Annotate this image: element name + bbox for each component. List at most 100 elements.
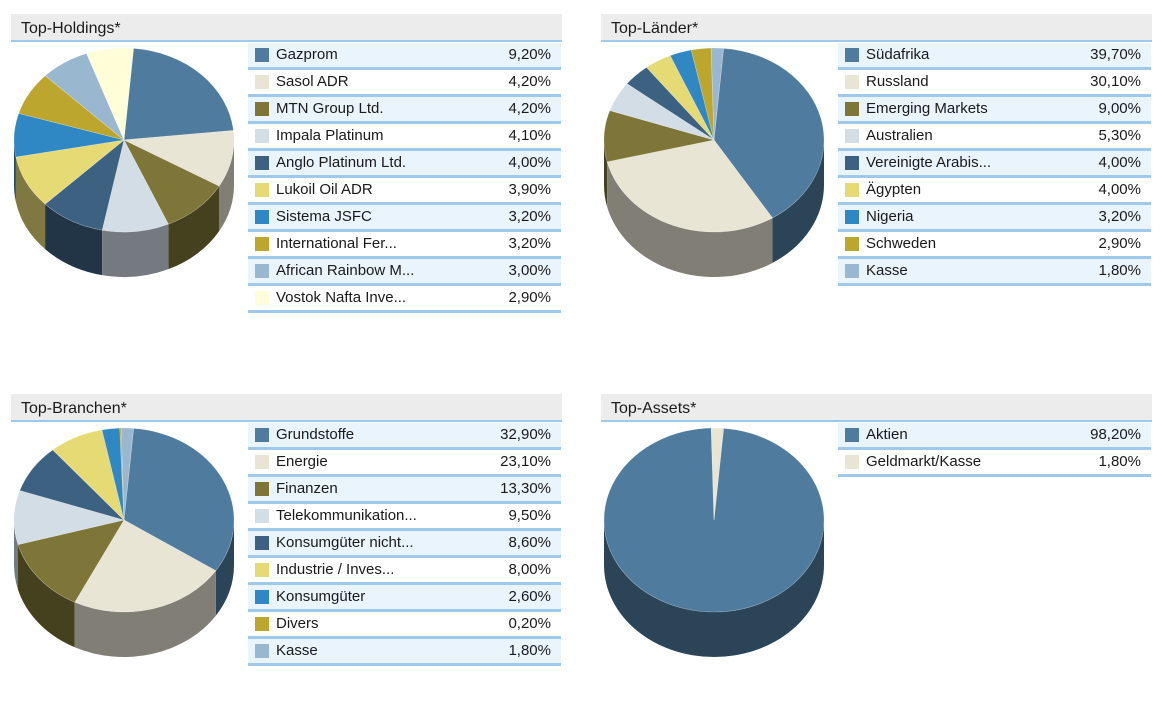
legend-row: Energie 23,10%: [248, 450, 561, 477]
legend-label: Konsumgüter: [276, 588, 366, 605]
legend-swatch: [255, 291, 269, 305]
legend-row: Vereinigte Arabis... 4,00%: [838, 151, 1151, 178]
legend-value: 98,20%: [1090, 426, 1141, 443]
panel-title: Top-Holdings*: [21, 20, 121, 37]
legend-value: 9,20%: [508, 46, 551, 63]
legend-row: Sistema JSFC 3,20%: [248, 205, 561, 232]
panel-top-laender: Top-Länder* Südafrika 39,70% Russland 30,10…: [601, 14, 1152, 314]
pie-slice: [603, 427, 825, 613]
legend-label: Vostok Nafta Inve...: [276, 289, 407, 306]
legend-label: Südafrika: [866, 46, 930, 63]
legend-label: Sistema JSFC: [276, 208, 372, 225]
pie-slice-side: [168, 186, 220, 270]
legend-label: Finanzen: [276, 480, 338, 497]
pie-slice-side: [772, 140, 824, 263]
legend-swatch: [255, 48, 269, 62]
legend-swatch: [255, 156, 269, 170]
legend-value: 0,20%: [508, 615, 551, 632]
legend-row: Konsumgüter 2,60%: [248, 585, 561, 612]
legend-value: 3,20%: [508, 208, 551, 225]
legend-label: Grundstoffe: [276, 426, 355, 443]
pie-slice: [101, 139, 169, 233]
legend-swatch: [255, 644, 269, 658]
legend-swatch: [845, 428, 859, 442]
legend-row: Geldmarkt/Kasse 1,80%: [838, 450, 1151, 477]
pie-chart-laender: [603, 47, 825, 277]
legend-assets: Aktien 98,20% Geldmarkt/Kasse 1,80%: [838, 423, 1151, 477]
legend-value: 3,00%: [508, 262, 551, 279]
legend-value: 32,90%: [500, 426, 551, 443]
pie-slice-side: [607, 161, 773, 277]
legend-value: 1,80%: [1098, 453, 1141, 470]
legend-value: 23,10%: [500, 453, 551, 470]
pie-slice-side: [45, 204, 103, 276]
legend-label: Kasse: [866, 262, 908, 279]
pie-slice: [713, 48, 825, 219]
pie-slice-side: [219, 140, 234, 232]
legend-label: Impala Platinum: [276, 127, 384, 144]
legend-value: 1,80%: [1098, 262, 1141, 279]
legend-row: Kasse 1,80%: [838, 259, 1151, 286]
pie-slice: [669, 49, 715, 141]
legend-label: Russland: [866, 73, 929, 90]
legend-swatch: [255, 590, 269, 604]
legend-row: Gazprom 9,20%: [248, 43, 561, 70]
legend-holdings: Gazprom 9,20% Sasol ADR 4,20% MTN Group Ltd.…: [248, 43, 561, 313]
legend-swatch: [255, 563, 269, 577]
legend-row: Russland 30,10%: [838, 70, 1151, 97]
pie-slice: [74, 519, 217, 613]
pie-slice-side: [15, 157, 46, 250]
legend-value: 9,50%: [508, 507, 551, 524]
pie-slice: [13, 113, 125, 158]
legend-label: MTN Group Ltd.: [276, 100, 384, 117]
legend-row: Sasol ADR 4,20%: [248, 70, 561, 97]
pie-slice: [44, 53, 125, 141]
legend-swatch: [255, 536, 269, 550]
pie-slice-side: [74, 570, 216, 657]
legend-value: 2,90%: [508, 289, 551, 306]
legend-row: Impala Platinum 4,10%: [248, 124, 561, 151]
pie-slice-side: [215, 520, 234, 616]
legend-swatch: [845, 237, 859, 251]
legend-swatch: [255, 183, 269, 197]
legend-value: 4,00%: [508, 154, 551, 171]
pie-slice: [609, 83, 715, 141]
legend-value: 8,00%: [508, 561, 551, 578]
panel-title: Top-Branchen*: [21, 400, 127, 417]
legend-branchen: Grundstoffe 32,90% Energie 23,10% Finanzen 13…: [248, 423, 561, 666]
legend-swatch: [255, 210, 269, 224]
legend-value: 39,70%: [1090, 46, 1141, 63]
pie-slice-side: [14, 520, 19, 590]
legend-row: Divers 0,20%: [248, 612, 561, 639]
legend-row: Lukoil Oil ADR 3,90%: [248, 178, 561, 205]
pie-slice-side: [102, 224, 169, 277]
legend-row: Kasse 1,80%: [248, 639, 561, 666]
pie-slice: [626, 66, 715, 141]
legend-swatch: [845, 264, 859, 278]
legend-swatch: [845, 183, 859, 197]
legend-label: Geldmarkt/Kasse: [866, 453, 982, 470]
legend-swatch: [255, 102, 269, 116]
panel-top-holdings: Top-Holdings* Gazprom 9,20% Sasol ADR 4,20%…: [11, 14, 562, 314]
legend-row: Schweden 2,90%: [838, 232, 1151, 259]
legend-label: Kasse: [276, 642, 318, 659]
legend-swatch: [845, 48, 859, 62]
legend-label: Nigeria: [866, 208, 914, 225]
pie-slice: [18, 75, 125, 141]
legend-label: Lukoil Oil ADR: [276, 181, 373, 198]
legend-label: International Fer...: [276, 235, 397, 252]
pie-slice: [603, 110, 715, 163]
pie-chart-branchen: [13, 427, 235, 657]
legend-value: 3,90%: [508, 181, 551, 198]
legend-value: 4,10%: [508, 127, 551, 144]
legend-swatch: [255, 617, 269, 631]
legend-row: Nigeria 3,20%: [838, 205, 1151, 232]
pie-slice-side: [604, 520, 824, 657]
legend-label: Emerging Markets: [866, 100, 988, 117]
legend-swatch: [845, 455, 859, 469]
legend-value: 4,00%: [1098, 154, 1141, 171]
pie-slice: [710, 427, 724, 521]
legend-row: African Rainbow M... 3,00%: [248, 259, 561, 286]
panel-title: Top-Assets*: [611, 400, 697, 417]
legend-row: Aktien 98,20%: [838, 423, 1151, 450]
